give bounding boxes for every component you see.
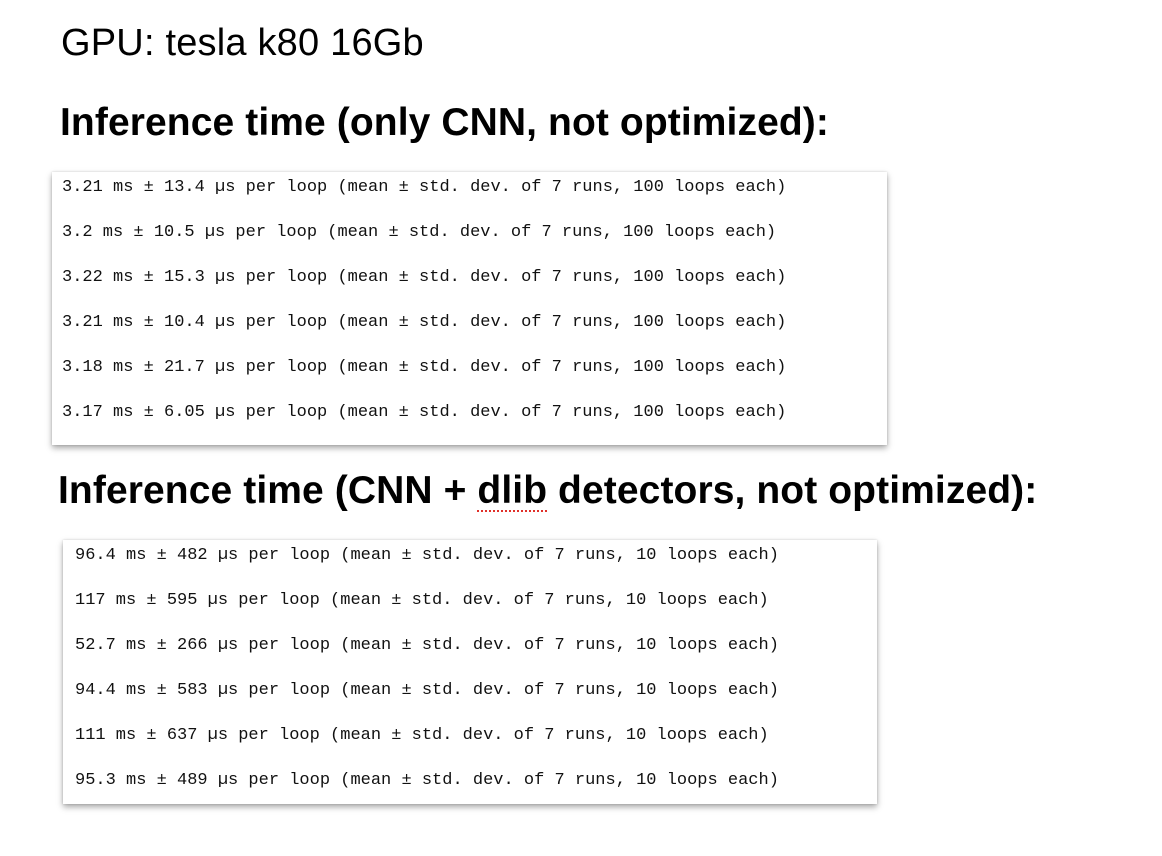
cnn-only-line-6: 3.17 ms ± 6.05 µs per loop (mean ± std. … — [62, 403, 787, 422]
cnn-dlib-line-3: 52.7 ms ± 266 µs per loop (mean ± std. d… — [75, 636, 779, 655]
heading-cnn-dlib-after: detectors, not optimized): — [547, 469, 1038, 512]
cnn-dlib-line-1: 96.4 ms ± 482 µs per loop (mean ± std. d… — [75, 546, 779, 565]
gpu-title: GPU: tesla k80 16Gb — [61, 22, 424, 64]
heading-cnn-only-text: Inference time (only CNN, not optimized)… — [60, 101, 829, 144]
cnn-dlib-output-box: 96.4 ms ± 482 µs per loop (mean ± std. d… — [63, 540, 877, 804]
cnn-only-line-5: 3.18 ms ± 21.7 µs per loop (mean ± std. … — [62, 358, 787, 377]
cnn-only-line-2: 3.2 ms ± 10.5 µs per loop (mean ± std. d… — [62, 223, 777, 242]
cnn-dlib-line-6: 95.3 ms ± 489 µs per loop (mean ± std. d… — [75, 771, 779, 790]
cnn-only-line-1: 3.21 ms ± 13.4 µs per loop (mean ± std. … — [62, 178, 787, 197]
cnn-only-line-3: 3.22 ms ± 15.3 µs per loop (mean ± std. … — [62, 268, 787, 287]
heading-cnn-dlib: Inference time (CNN + dlib detectors, no… — [58, 469, 1037, 513]
heading-cnn-only: Inference time (only CNN, not optimized)… — [60, 101, 829, 145]
cnn-dlib-line-5: 111 ms ± 637 µs per loop (mean ± std. de… — [75, 726, 769, 745]
cnn-dlib-line-4: 94.4 ms ± 583 µs per loop (mean ± std. d… — [75, 681, 779, 700]
heading-cnn-dlib-underlined-word: dlib — [477, 469, 548, 512]
cnn-only-line-4: 3.21 ms ± 10.4 µs per loop (mean ± std. … — [62, 313, 787, 332]
heading-cnn-dlib-before: Inference time (CNN + — [58, 469, 478, 512]
cnn-only-output-box: 3.21 ms ± 13.4 µs per loop (mean ± std. … — [52, 172, 887, 445]
cnn-dlib-line-2: 117 ms ± 595 µs per loop (mean ± std. de… — [75, 591, 769, 610]
